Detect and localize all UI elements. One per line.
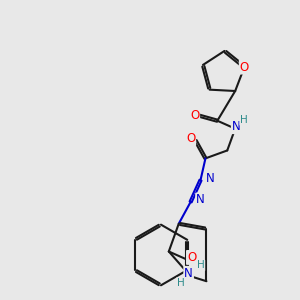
Text: O: O: [240, 61, 249, 74]
Text: O: O: [190, 109, 199, 122]
Text: H: H: [240, 115, 248, 125]
Text: N: N: [196, 194, 205, 206]
Text: N: N: [232, 120, 241, 133]
Text: H: H: [177, 278, 184, 288]
Text: O: O: [187, 251, 196, 264]
Text: N: N: [206, 172, 215, 185]
Text: H: H: [196, 260, 204, 270]
Text: O: O: [186, 132, 195, 145]
Text: N: N: [184, 267, 193, 280]
